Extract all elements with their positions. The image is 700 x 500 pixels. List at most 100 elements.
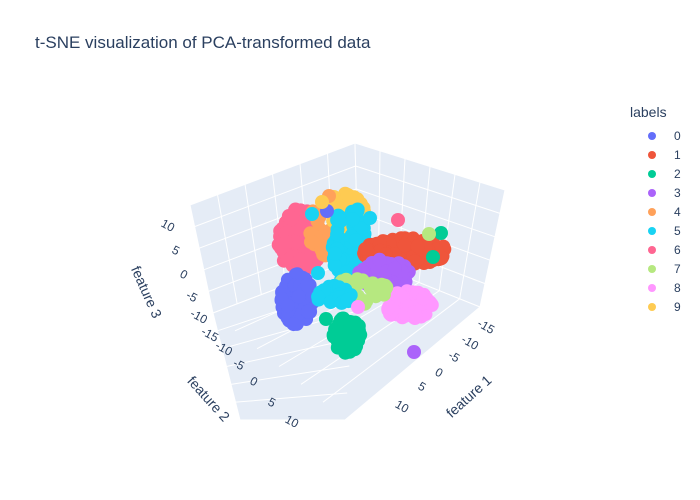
data-point-0[interactable] [280, 298, 295, 313]
legend-item-7[interactable]: 7 [630, 259, 681, 278]
data-point-7[interactable] [363, 281, 378, 296]
legend-label: 9 [674, 299, 681, 314]
data-point-2[interactable] [434, 226, 448, 240]
gridline-x-wall [459, 182, 481, 299]
legend-label: 1 [674, 147, 681, 162]
data-point-9[interactable] [342, 192, 357, 207]
z-tick-label: 10 [159, 216, 178, 235]
legend-swatch [648, 302, 656, 311]
data-point-7[interactable] [376, 287, 391, 302]
data-point-6[interactable] [391, 213, 405, 227]
legend-label: 8 [674, 280, 681, 295]
data-point-5[interactable] [305, 207, 319, 221]
data-point-6[interactable] [280, 253, 295, 268]
x-tick-label: 10 [393, 397, 412, 416]
y-tick-label: 10 [283, 412, 302, 431]
data-point-3[interactable] [407, 345, 421, 359]
data-point-8[interactable] [393, 288, 408, 303]
y-axis-title: feature 2 [184, 373, 233, 425]
data-point-5[interactable] [330, 227, 345, 242]
data-point-1[interactable] [397, 238, 412, 253]
legend-item-2[interactable]: 2 [630, 164, 681, 183]
legend-swatch [648, 150, 656, 159]
data-point-0[interactable] [301, 304, 315, 319]
data-point-1[interactable] [359, 242, 373, 256]
data-point-5[interactable] [345, 212, 360, 227]
legend-item-4[interactable]: 4 [630, 202, 681, 221]
data-point-6[interactable] [291, 221, 306, 236]
chart-title: t-SNE visualization of PCA-transformed d… [35, 33, 371, 52]
legend-swatch [648, 207, 656, 216]
x-tick-label: -15 [475, 316, 497, 337]
gridline-y-floor [230, 365, 350, 385]
legend-label: 7 [674, 261, 681, 276]
data-point-5[interactable] [327, 246, 342, 261]
gridline-y-wall [244, 184, 262, 295]
data-point-5[interactable] [311, 266, 325, 280]
legend-item-5[interactable]: 5 [630, 221, 681, 240]
legend-item-9[interactable]: 9 [630, 297, 681, 316]
x-tick-label: 5 [416, 379, 429, 395]
z-axis-title: feature 3 [128, 263, 165, 320]
gridline-y-wall [217, 194, 238, 304]
data-point-1[interactable] [410, 239, 425, 254]
data-points[interactable] [271, 186, 452, 360]
data-point-6[interactable] [274, 241, 288, 255]
legend-swatch [648, 169, 656, 178]
data-point-0[interactable] [300, 278, 315, 293]
legend-item-8[interactable]: 8 [630, 278, 681, 297]
data-point-6[interactable] [293, 252, 308, 267]
data-point-0[interactable] [286, 317, 301, 332]
legend-swatch [648, 226, 656, 235]
data-point-2[interactable] [338, 345, 353, 360]
gridline-y-floor [226, 338, 352, 367]
legend-swatch [648, 264, 656, 273]
data-point-5[interactable] [340, 292, 355, 307]
legend-item-1[interactable]: 1 [630, 145, 681, 164]
data-point-5[interactable] [363, 211, 377, 225]
z-tick-label: 5 [170, 243, 183, 259]
data-point-3[interactable] [387, 261, 402, 276]
legend-swatch [648, 188, 656, 197]
legend-item-3[interactable]: 3 [630, 183, 681, 202]
data-point-5[interactable] [353, 221, 368, 236]
data-point-9[interactable] [315, 195, 329, 209]
data-point-6[interactable] [284, 212, 299, 227]
data-point-7[interactable] [422, 227, 436, 241]
data-point-5[interactable] [311, 289, 326, 304]
data-point-2[interactable] [319, 312, 333, 326]
data-point-1[interactable] [408, 254, 422, 269]
data-point-8[interactable] [416, 291, 431, 306]
data-point-3[interactable] [372, 252, 387, 267]
data-point-5[interactable] [348, 233, 363, 248]
z-tick-label: -5 [184, 288, 200, 306]
x-tick-label: -5 [446, 348, 463, 366]
legend-title: labels [630, 104, 667, 120]
data-point-5[interactable] [334, 213, 348, 228]
data-point-4[interactable] [305, 235, 319, 249]
data-point-5[interactable] [327, 258, 342, 273]
data-point-8[interactable] [351, 300, 365, 314]
data-point-8[interactable] [382, 300, 396, 314]
legend-label: 5 [674, 223, 681, 238]
legend-label: 4 [674, 204, 681, 219]
legend-swatch [648, 283, 656, 292]
legend-item-6[interactable]: 6 [630, 240, 681, 259]
x-axis-title: feature 1 [443, 372, 495, 421]
legend: labels 0 1 2 3 4 5 6 7 8 9 [630, 104, 681, 316]
legend-label: 2 [674, 166, 681, 181]
data-point-8[interactable] [407, 305, 422, 320]
z-tick-label: 0 [178, 267, 191, 283]
legend-label: 3 [674, 185, 681, 200]
x-tick-label: 0 [433, 365, 446, 381]
data-point-0[interactable] [291, 289, 306, 304]
data-point-2[interactable] [426, 250, 440, 264]
data-point-0[interactable] [290, 267, 305, 282]
gridline-x-floor [322, 298, 460, 403]
x-tick-label: -10 [459, 332, 481, 353]
legend-item-0[interactable]: 0 [630, 126, 681, 145]
data-point-2[interactable] [339, 327, 353, 342]
legend-swatch [648, 245, 656, 254]
